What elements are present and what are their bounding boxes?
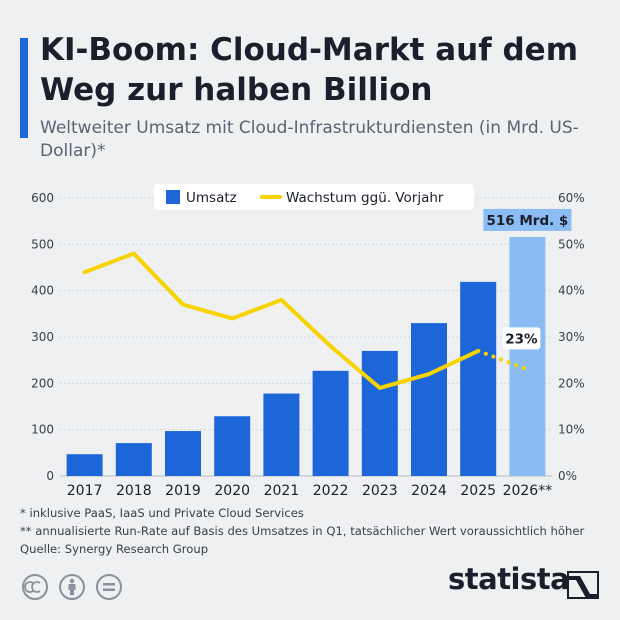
license-icons	[22, 574, 122, 600]
y2-tick-label: 10%	[558, 423, 585, 437]
y-tick-label: 400	[31, 284, 54, 298]
annotation-label: 516 Mrd. $	[486, 213, 568, 229]
y2-tick-label: 0%	[558, 469, 577, 483]
bar	[115, 443, 152, 476]
legend-swatch-bar	[166, 190, 180, 204]
statista-logo-icon	[567, 571, 599, 599]
no-derivatives-icon[interactable]	[96, 574, 122, 600]
y-tick-label: 500	[31, 237, 54, 251]
y2-tick-label: 20%	[558, 376, 585, 390]
x-tick-label: 2022	[313, 483, 349, 499]
y2-tick-label: 50%	[558, 237, 585, 251]
x-tick-label: 2018	[116, 483, 152, 499]
bar	[411, 323, 447, 476]
source-note: Quelle: Synergy Research Group	[20, 542, 209, 556]
bar	[509, 236, 546, 476]
bar	[263, 393, 300, 476]
creative-commons-icon[interactable]	[22, 574, 48, 600]
y2-tick-label: 30%	[558, 330, 585, 344]
annotation-label: 23%	[505, 331, 538, 347]
legend-label: Wachstum ggü. Vorjahr	[286, 190, 444, 206]
page-subtitle: Weltweiter Umsatz mit Cloud-Infrastruktu…	[40, 118, 579, 161]
growth-line	[82, 251, 481, 390]
y-tick-label: 0	[46, 469, 54, 483]
title-accent-bar	[20, 38, 28, 138]
legend-label: Umsatz	[186, 190, 237, 206]
x-tick-label: 2025	[460, 483, 496, 499]
footnotes: * inklusive PaaS, IaaS und Private Cloud…	[20, 504, 610, 558]
y2-tick-label: 60%	[558, 191, 585, 205]
bar	[361, 350, 398, 476]
growth-line-projection	[476, 348, 530, 372]
y-tick-label: 100	[31, 423, 54, 437]
annotation-box	[483, 208, 572, 231]
page-title: KI-Boom: Cloud-Markt auf dem Weg zur hal…	[40, 32, 579, 108]
x-tick-label: 2024	[411, 483, 447, 499]
y-tick-label: 600	[31, 191, 54, 205]
bar	[312, 370, 349, 476]
bar	[165, 431, 201, 476]
footnote-1: * inklusive PaaS, IaaS und Private Cloud…	[20, 506, 304, 520]
x-tick-label: 2026**	[503, 483, 553, 499]
bar	[460, 281, 497, 476]
x-tick-label: 2019	[165, 483, 201, 499]
bar	[214, 416, 251, 476]
statista-brand[interactable]: statista	[448, 562, 570, 596]
footnote-2: ** annualisierte Run-Rate auf Basis des …	[20, 524, 585, 538]
annotation-box	[502, 327, 541, 350]
attribution-icon[interactable]	[59, 574, 85, 600]
y-tick-label: 200	[31, 376, 54, 390]
legend-box	[154, 184, 474, 210]
bar	[66, 454, 103, 476]
x-tick-label: 2021	[264, 483, 300, 499]
x-tick-label: 2017	[67, 483, 103, 499]
x-tick-label: 2023	[362, 483, 398, 499]
y-tick-label: 300	[31, 330, 54, 344]
y2-tick-label: 40%	[558, 284, 585, 298]
x-tick-label: 2020	[214, 483, 250, 499]
